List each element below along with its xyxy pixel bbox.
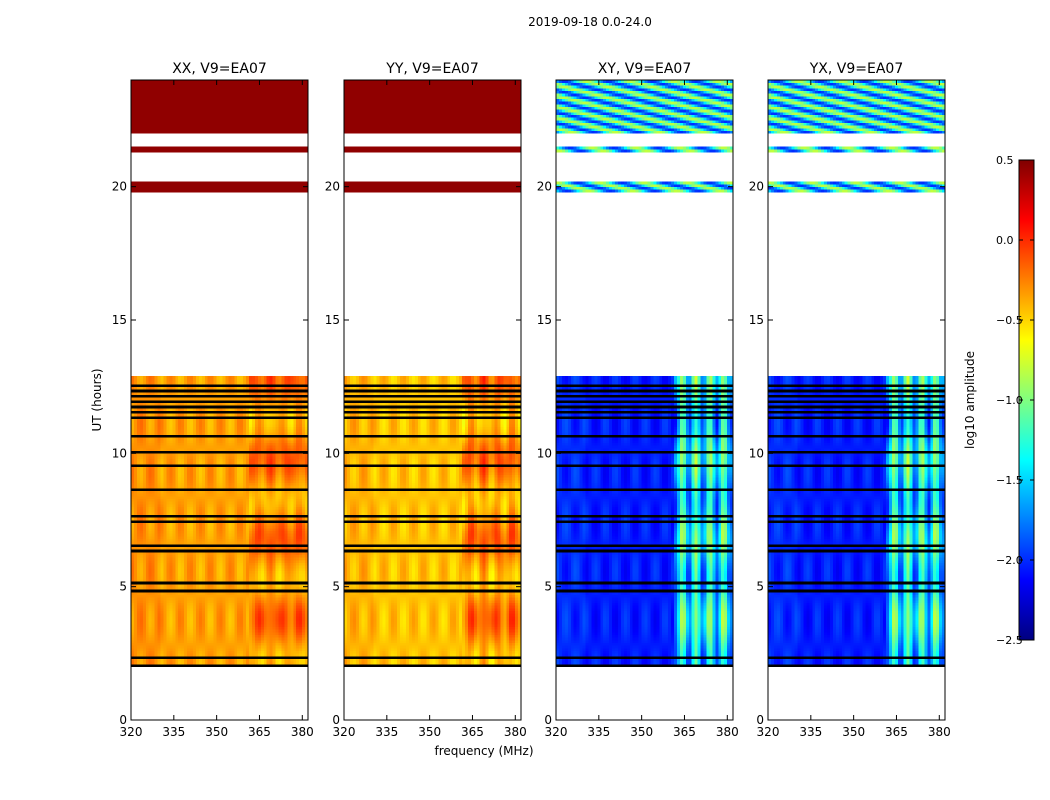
x-tick-label: 335 (375, 725, 398, 739)
panel-xx: XX, V9=EA07 320 335 350 365 380 0 5 10 15 20 (112, 61, 314, 739)
y-tick-label: 0 (544, 713, 552, 727)
x-axis-label: frequency (MHz) (434, 744, 533, 758)
x-tick-label: 335 (799, 725, 822, 739)
y-tick-label: 5 (119, 580, 127, 594)
y-tick-label: 0 (756, 713, 764, 727)
colorbar-tick-label: −2.0 (996, 554, 1023, 567)
panel-title: XY, V9=EA07 (598, 61, 692, 77)
x-tick-label: 365 (248, 725, 271, 739)
panel-title: XX, V9=EA07 (172, 61, 267, 77)
y-tick-label: 5 (756, 580, 764, 594)
x-tick-label: 350 (205, 725, 228, 739)
x-tick-label: 320 (333, 725, 356, 739)
x-tick-label: 320 (120, 725, 143, 739)
colorbar-tick-label: 0.5 (996, 154, 1014, 167)
y-tick-label: 15 (112, 313, 127, 327)
y-tick-label: 15 (749, 313, 764, 327)
colorbar-tick-label: −0.5 (996, 314, 1023, 327)
heatmap-cells (768, 80, 945, 667)
x-tick-label: 380 (504, 725, 527, 739)
y-tick-label: 5 (332, 580, 340, 594)
x-tick-label: 350 (842, 725, 865, 739)
y-tick-label: 10 (112, 446, 127, 460)
colorbar-tick-label: −2.5 (996, 634, 1023, 647)
x-tick-label: 335 (587, 725, 610, 739)
x-tick-label: 365 (673, 725, 696, 739)
heatmap-cells (556, 80, 733, 667)
y-tick-label: 0 (332, 713, 340, 727)
y-axis-label: UT (hours) (90, 368, 104, 431)
y-tick-label: 10 (537, 446, 552, 460)
y-tick-label: 0 (119, 713, 127, 727)
figure: 2019-09-18 0.0-24.0 XX, V9=EA07 320 335 350… (0, 0, 1050, 800)
colorbar-tick-label: −1.0 (996, 394, 1023, 407)
x-tick-label: 350 (418, 725, 441, 739)
heatmap-cells (344, 80, 521, 667)
y-tick-label: 5 (544, 580, 552, 594)
panel-title: YX, V9=EA07 (809, 61, 904, 77)
y-tick-label: 20 (749, 180, 764, 194)
x-tick-label: 365 (461, 725, 484, 739)
x-tick-label: 335 (162, 725, 185, 739)
y-tick-label: 10 (749, 446, 764, 460)
panel-yy: YY, V9=EA07 320 335 350 365 380 0 5 10 15 20 (325, 61, 527, 739)
y-tick-label: 10 (325, 446, 340, 460)
x-tick-label: 380 (291, 725, 314, 739)
x-tick-label: 380 (716, 725, 739, 739)
x-tick-label: 365 (885, 725, 908, 739)
panel-title: YY, V9=EA07 (385, 61, 478, 77)
y-tick-label: 20 (537, 180, 552, 194)
colorbar-tick-label: −1.5 (996, 474, 1023, 487)
colorbar-tick-label: 0.0 (996, 234, 1014, 247)
x-tick-label: 320 (757, 725, 780, 739)
panel-yx: YX, V9=EA07 320 335 350 365 380 0 5 10 15 20 (749, 61, 951, 739)
x-tick-label: 320 (545, 725, 568, 739)
x-tick-label: 380 (928, 725, 951, 739)
x-tick-label: 350 (630, 725, 653, 739)
panel-xy: XY, V9=EA07 320 335 350 365 380 0 5 10 15 20 (537, 61, 739, 739)
figure-suptitle: 2019-09-18 0.0-24.0 (528, 15, 652, 29)
y-tick-label: 15 (325, 313, 340, 327)
y-tick-label: 20 (325, 180, 340, 194)
y-tick-label: 15 (537, 313, 552, 327)
heatmap-cells (131, 80, 308, 667)
y-tick-label: 20 (112, 180, 127, 194)
colorbar-label: log10 amplitude (963, 351, 977, 449)
colorbar: −2.5 −2.0 −1.5 −1.0 −0.5 0.0 0.5 log10 amplitud… (963, 154, 1034, 647)
